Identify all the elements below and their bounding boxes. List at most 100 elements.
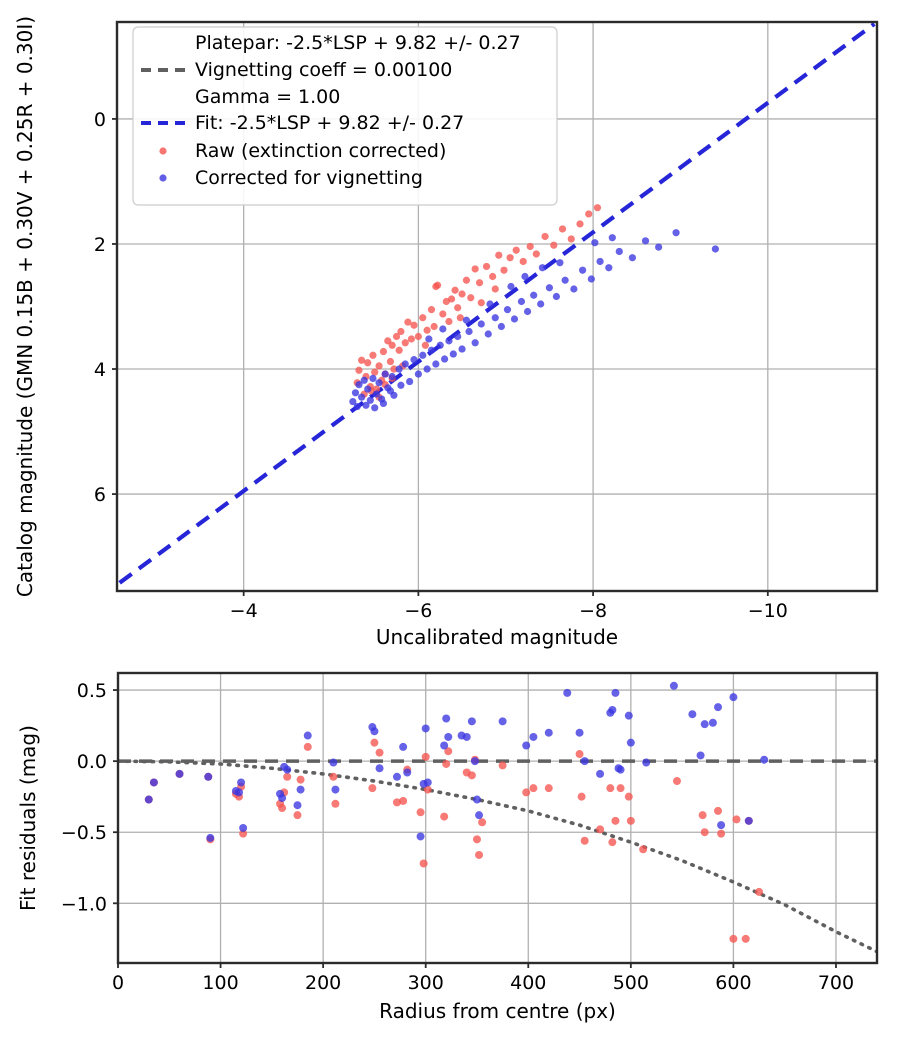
data-point [419,351,427,359]
data-point [507,282,515,291]
data-point [375,764,384,773]
data-point [204,772,213,781]
data-point [626,738,635,747]
data-point [293,801,302,810]
data-point [608,838,617,847]
data-point [732,815,741,824]
data-point [440,355,449,363]
data-point [465,327,473,336]
legend-entry: Corrected for vignetting [159,167,423,189]
data-point [575,750,584,759]
data-point [329,772,338,781]
data-point [467,294,475,302]
data-point [570,285,578,293]
data-point [392,798,401,807]
x-tick-label: 100 [202,972,238,994]
data-point [239,829,248,838]
data-point [404,318,412,326]
legend-background [132,26,558,206]
data-point [371,404,379,412]
data-point [442,759,451,768]
data-point [478,818,487,827]
data-point [395,346,403,354]
data-point [369,374,377,383]
data-point [741,934,750,943]
legend: Platepar: -2.5*LSP + 9.82 +/- 0.27 Vignet… [132,26,558,206]
data-point [414,332,422,341]
data-point [517,297,526,306]
data-point [510,315,519,323]
data-point [729,693,738,702]
legend-label: Gamma = 1.00 [195,86,340,108]
data-point [375,379,383,387]
data-point [608,234,616,242]
x-tick-label: 500 [613,972,649,994]
data-point [491,314,499,322]
data-point [432,360,440,368]
data-point [423,326,431,334]
x-axis-title: Radius from centre (px) [379,999,616,1023]
data-point [462,732,471,741]
data-point [475,279,484,287]
data-point [454,332,462,341]
data-point [561,276,569,284]
data-point [421,341,429,349]
data-point [331,785,340,794]
data-point [672,229,680,237]
scatter-series-corrected [349,229,719,412]
data-point [503,306,512,314]
legend-entry: Vignetting coeff = 0.00100 [141,59,452,81]
data-point [526,242,534,251]
data-point [530,291,538,299]
data-point [283,772,292,781]
data-point [472,795,481,804]
data-point [423,778,432,787]
data-point [392,332,401,341]
data-point [149,778,158,787]
data-point [470,757,479,766]
data-point [672,777,681,786]
data-point [175,769,184,778]
x-tick-label: 300 [408,972,444,994]
data-point [498,761,507,770]
data-point [368,784,377,793]
data-point [454,304,462,312]
data-point [544,728,553,737]
data-point [579,266,587,274]
data-point [206,833,215,842]
data-point [529,784,538,793]
data-point [580,757,589,766]
data-point [522,788,531,797]
x-tick-label: 400 [510,972,546,994]
legend-entry: Platepar: -2.5*LSP + 9.82 +/- 0.27 [195,32,521,54]
data-point [611,816,620,825]
data-point [522,741,531,750]
data-point [456,314,464,322]
data-point [596,257,604,266]
y-tick-label: 2 [94,234,106,256]
legend-label: Fit: -2.5*LSP + 9.82 +/- 0.27 [195,112,464,134]
data-point [608,705,617,714]
legend-label: Corrected for vignetting [195,167,423,189]
data-point [303,742,312,751]
data-point [403,768,412,777]
data-point [596,769,605,778]
data-point [440,812,449,821]
data-point [563,688,572,697]
data-point [410,356,418,364]
legend-dot-swatch [159,147,167,155]
data-point [407,335,415,343]
data-point [379,347,388,356]
data-point [369,351,377,359]
data-point [541,232,549,241]
data-point [358,356,366,364]
data-point [444,732,453,741]
data-point [397,381,405,389]
data-point [355,366,363,374]
data-point [386,357,395,366]
data-point [397,327,405,336]
data-point [532,250,540,258]
legend-label: Vignetting coeff = 0.00100 [195,59,452,81]
data-point [489,272,497,281]
data-point [364,385,372,393]
